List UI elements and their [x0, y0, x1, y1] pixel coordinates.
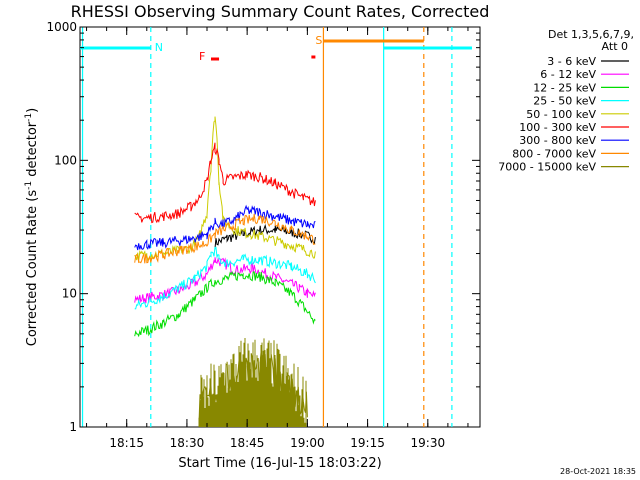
y-tick-label-2: 100 [54, 153, 77, 167]
legend-entry-label-2: 12 - 25 keV [533, 81, 596, 94]
y-axis-label-mid: detector [25, 121, 40, 181]
x-tick-label-3: 19:00 [290, 436, 325, 450]
legend-header-attenuator: Att 0 [602, 40, 628, 53]
generation-timestamp: 28-Oct-2021 18:35 [560, 467, 636, 476]
series-5-line [134, 142, 316, 224]
chart-title: RHESSI Observing Summary Count Rates, Co… [71, 2, 490, 21]
series-8-line [198, 350, 308, 424]
y-axis-label-end: ) [25, 108, 40, 113]
legend-entry-label-6: 300 - 800 keV [519, 134, 596, 147]
x-tick-label-4: 19:15 [350, 436, 385, 450]
legend-entry-label-7: 800 - 7000 keV [512, 147, 596, 160]
series-0-line [214, 223, 316, 249]
annotation-n: N [155, 41, 163, 54]
y-tick-label-0: 1 [69, 420, 77, 434]
legend-entry-label-0: 3 - 6 keV [547, 55, 596, 68]
x-axis-label: Start Time (16-Jul-15 18:03:22) [178, 456, 381, 471]
annotation-f: F [199, 50, 205, 63]
x-tick-label-0: 18:15 [109, 436, 144, 450]
legend-entry-label-1: 6 - 12 keV [540, 68, 596, 81]
y-axis-label: Corrected Count Rate (s-1 detector-1) [24, 108, 40, 346]
legend-header-detectors: Det 1,3,5,6,7,9, [548, 28, 634, 41]
annotation-s: S [315, 34, 322, 47]
legend-entry-label-8: 7000 - 15000 keV [498, 161, 596, 174]
legend-entry-label-5: 100 - 300 keV [519, 121, 596, 134]
series-7-line [134, 213, 316, 264]
series-6-line [134, 204, 316, 251]
x-tick-label-5: 19:30 [411, 436, 446, 450]
y-axis-label-text: Corrected Count Rate (s [25, 190, 40, 347]
series-1-line [134, 257, 316, 304]
x-tick-label-1: 18:30 [170, 436, 205, 450]
series-8-spikes [198, 338, 308, 427]
x-tick-label-2: 18:45 [230, 436, 265, 450]
y-tick-label-3: 1000 [46, 20, 77, 34]
series-3-line [134, 246, 316, 310]
y-tick-label-1: 10 [62, 287, 77, 301]
series-2-line [134, 271, 316, 338]
legend-entry-label-3: 25 - 50 keV [533, 95, 596, 108]
legend-entry-label-4: 50 - 100 keV [526, 108, 596, 121]
svg-text:Corrected Count Rate (s-1 dete: Corrected Count Rate (s-1 detector-1) [24, 108, 40, 346]
y-axis-label-sup1: -1 [24, 181, 34, 190]
y-axis-label-sup2: -1 [24, 113, 34, 122]
